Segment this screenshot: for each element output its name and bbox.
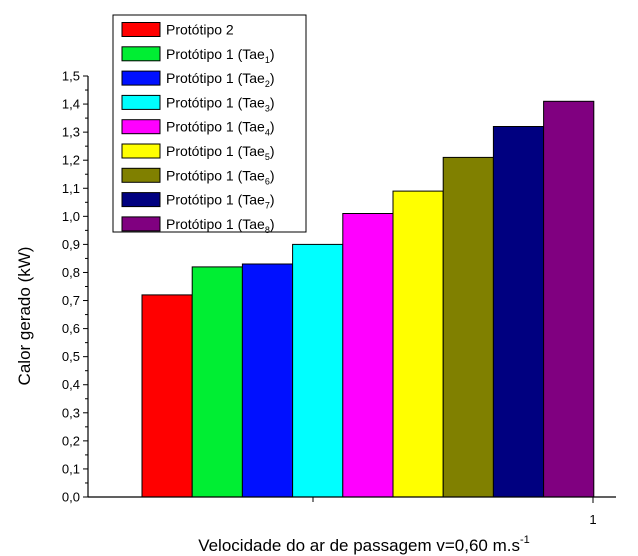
- y-tick-label: 0,3: [62, 405, 80, 420]
- legend-label-3: Protótipo 1 (Tae2): [166, 70, 275, 89]
- bar-3: [241, 263, 294, 498]
- bar-9: [543, 100, 595, 498]
- legend-label-5: Protótipo 1 (Tae4): [166, 119, 275, 138]
- legend-swatch-8: [121, 192, 161, 208]
- y-tick-label: 0,0: [62, 490, 80, 505]
- legend-swatch-6: [121, 143, 161, 159]
- legend: Protótipo 2 Protótipo 1 (Tae1) Protótipo 1…: [112, 14, 307, 235]
- bar-1: [141, 294, 193, 498]
- x-tick-label: 1: [589, 512, 596, 527]
- y-tick-label: 0,1: [62, 461, 80, 476]
- bar-8: [492, 126, 545, 498]
- legend-label-2: Protótipo 1 (Tae1): [166, 46, 275, 65]
- legend-swatch-5: [121, 119, 161, 135]
- y-tick-label: 0,9: [62, 237, 80, 252]
- legend-swatch-4: [121, 94, 161, 110]
- y-tick-label: 1,1: [62, 181, 80, 196]
- y-axis-label: Calor gerado (kW): [15, 247, 34, 386]
- legend-swatch-3: [121, 70, 161, 86]
- legend-label-1: Protótipo 2: [166, 22, 234, 38]
- y-tick-label: 1,3: [62, 125, 80, 140]
- y-tick-label: 0,4: [62, 377, 80, 392]
- legend-swatch-7: [121, 167, 161, 183]
- y-tick-label: 1,0: [62, 209, 80, 224]
- legend-swatch-2: [121, 46, 161, 62]
- bar-7: [442, 156, 494, 498]
- legend-label-9: Protótipo 1 (Tae8): [166, 216, 275, 235]
- y-tick-label: 0,7: [62, 293, 80, 308]
- y-tick-label: 1,5: [62, 69, 80, 84]
- y-tick-label: 0,2: [62, 433, 80, 448]
- legend-swatch-9: [121, 216, 161, 232]
- y-tick-label: 0,8: [62, 265, 80, 280]
- bar-5: [342, 213, 394, 498]
- bars-group: [141, 100, 595, 498]
- x-axis-label: Velocidade do ar de passagem v=0,60 m.s-…: [198, 534, 530, 555]
- bar-6: [392, 190, 444, 498]
- bar-4: [292, 243, 344, 498]
- legend-label-6: Protótipo 1 (Tae5): [166, 143, 275, 162]
- legend-label-8: Protótipo 1 (Tae7): [166, 192, 275, 211]
- bar-2: [191, 266, 243, 498]
- y-tick-label: 1,4: [62, 97, 80, 112]
- legend-swatch-1: [121, 22, 161, 37]
- y-tick-label: 0,6: [62, 321, 80, 336]
- legend-label-7: Protótipo 1 (Tae6): [166, 167, 275, 186]
- axes-group: 0,0 0,1 0,2 0,3 0,4 0,5 0,6 0,7 0,8 0,9 1,0 1,1 1,2 1…: [62, 69, 616, 527]
- legend-label-4: Protótipo 1 (Tae3): [166, 94, 275, 113]
- y-tick-label: 0,5: [62, 349, 80, 364]
- y-tick-label: 1,2: [62, 153, 80, 168]
